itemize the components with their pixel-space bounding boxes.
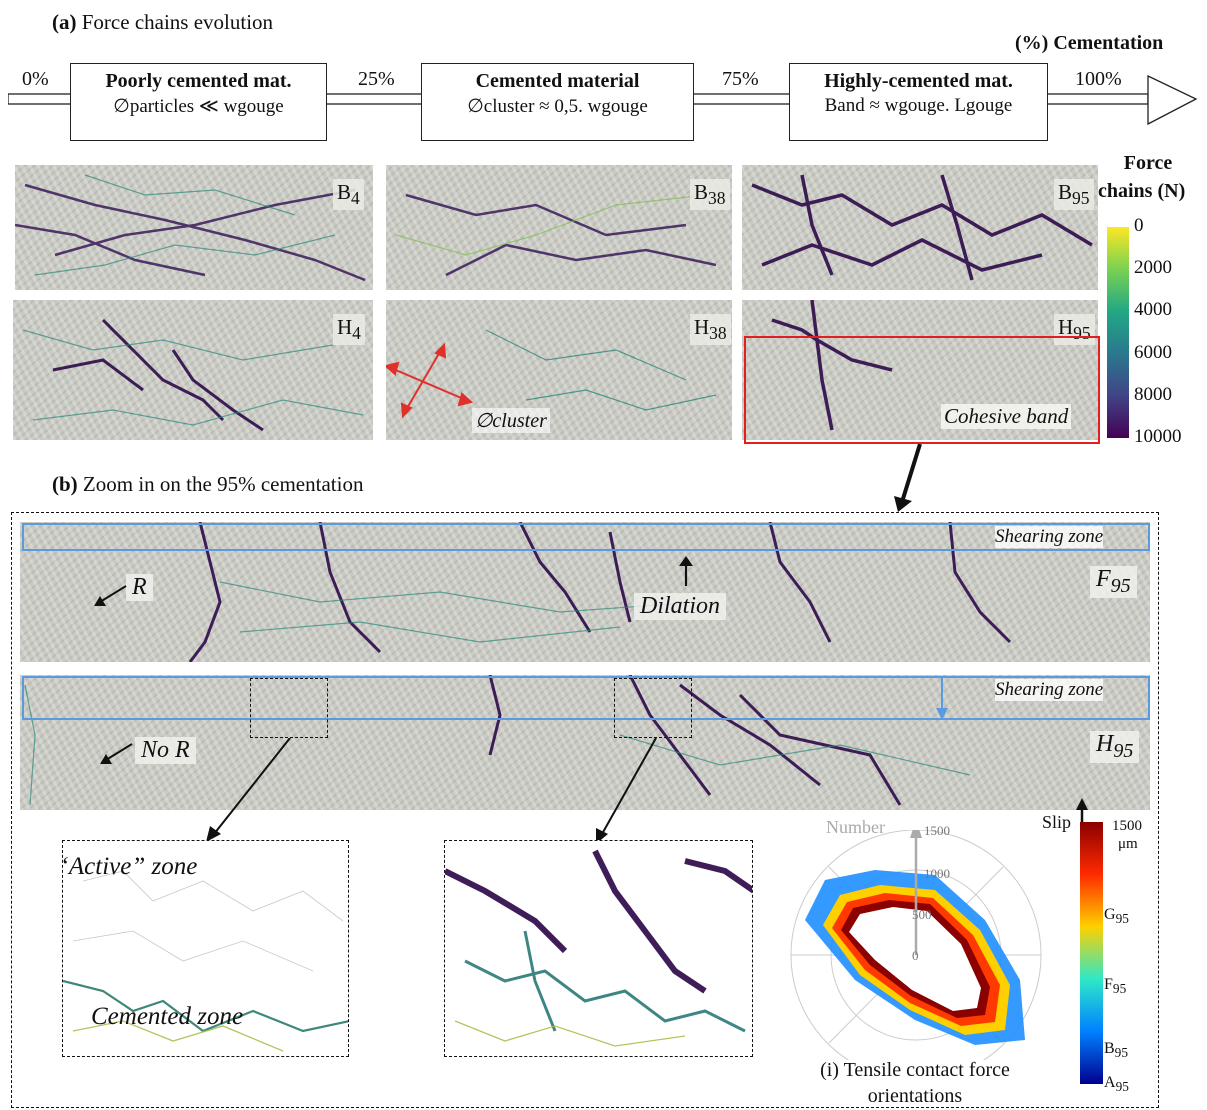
polar-ring-500: 500 (912, 907, 932, 922)
panel-label: B38 (690, 179, 730, 211)
panel-label: B4 (333, 179, 364, 211)
section-b-letter: (b) (52, 472, 78, 496)
section-a-letter: (a) (52, 10, 77, 34)
zoom-force-chains (444, 840, 753, 1057)
shearing-zone-label: Shearing zone (995, 526, 1104, 548)
stage-highly-cemented: Highly-cemented mat. Band ≈ wgouge. Lgou… (789, 63, 1048, 141)
panel-b38: B38 (386, 165, 732, 290)
section-b-title: (b) Zoom in on the 95% cementation (52, 472, 363, 497)
force-colorbar-title-2: chains (N) (1098, 180, 1186, 202)
force-colorbar-title: Force (1123, 152, 1173, 174)
pct-25: 25% (358, 68, 395, 90)
r-annotation: R (126, 574, 153, 601)
panel-label: H4 (333, 314, 365, 346)
section-a-title: (a) Force chains evolution (52, 10, 273, 35)
panel-label: H38 (690, 314, 731, 346)
panel-h38: H38 ∅cluster (386, 300, 732, 440)
pct-0: 0% (22, 68, 49, 90)
panel-h4: H4 (13, 300, 373, 440)
stage-title: Cemented material (475, 70, 640, 92)
slip-max-label: 1500 (1112, 818, 1142, 834)
dilation-annotation: Dilation (634, 593, 727, 620)
polar-ring-1000: 1000 (924, 866, 950, 881)
stage-poorly-cemented: Poorly cemented mat. ∅particles ≪ wgouge (70, 63, 327, 141)
force-colorbar-tick: 0 (1134, 215, 1144, 236)
panel-b95: B95 (742, 165, 1098, 290)
force-colorbar-tick: 4000 (1134, 299, 1172, 321)
force-colorbar (1107, 227, 1129, 438)
section-a-text: Force chains evolution (81, 10, 274, 34)
force-colorbar-tick: 8000 (1134, 383, 1172, 405)
shearing-zone-box (22, 676, 1150, 720)
no-r-annotation: No R (135, 737, 196, 764)
no-r-pointer-arrow (100, 743, 133, 764)
polar-axis-label: Number (826, 817, 885, 837)
zoom-connector-arrows (206, 738, 657, 844)
zoom-source-box-right (614, 678, 692, 738)
zoom-source-box-left (250, 678, 328, 738)
force-colorbar-tick: 6000 (1134, 341, 1172, 363)
slip-colorbar (1080, 822, 1103, 1084)
dilation-arrow (679, 556, 693, 586)
pct-100: 100% (1075, 68, 1122, 90)
slip-bar-title: Slip (1042, 812, 1072, 832)
section-b-frame (11, 512, 1159, 1108)
slip-unit-label: μm (1118, 836, 1138, 852)
pct-75: 75% (722, 68, 759, 90)
panel-label: H95 (1054, 314, 1095, 346)
slip-mark-b95: B95 (1104, 1040, 1128, 1061)
zoom-pointer-arrow (894, 444, 922, 512)
polar-ring-1500: 1500 (924, 823, 950, 838)
slip-mark-a95: A95 (1104, 1074, 1129, 1095)
panel-label: F95 (1090, 566, 1137, 598)
stage-formula: Band ≈ wgouge. Lgouge (824, 95, 1013, 116)
stage-formula: ∅cluster ≈ 0,5. wgouge (467, 96, 648, 117)
cohesive-band-highlight (744, 336, 1100, 444)
stage-formula: ∅particles ≪ wgouge (113, 96, 284, 117)
panel-label: B95 (1054, 179, 1094, 211)
shearing-zone-box (22, 523, 1150, 551)
shearing-zone-label: Shearing zone (995, 679, 1104, 701)
cemented-zone-label: Cemented zone (91, 1003, 244, 1030)
force-colorbar-tick: 10000 (1134, 426, 1182, 447)
polar-plot (790, 830, 1042, 1060)
cementation-axis-label: (%) Cementation (1015, 32, 1164, 54)
zoom-panel-h95: H95 No R (20, 675, 1150, 810)
section-b-text: Zoom in on the 95% cementation (82, 472, 364, 496)
r-pointer-arrow (94, 585, 127, 606)
slip-mark-f95: F95 (1104, 976, 1127, 997)
stage-title: Highly-cemented mat. (824, 70, 1013, 92)
polar-ring-0: 0 (912, 948, 919, 963)
panel-label: H95 (1090, 731, 1140, 763)
active-zone-label: “Active” zone (62, 853, 198, 880)
stage-title: Poorly cemented mat. (105, 70, 292, 92)
slip-mark-g95: G95 (1104, 906, 1129, 927)
zoom-active-zone: “Active” zone Cemented zone (62, 840, 349, 1057)
cohesive-band-label: Cohesive band (941, 404, 1072, 429)
panel-b4: B4 (15, 165, 373, 290)
stage-cemented: Cemented material ∅cluster ≈ 0,5. wgouge (421, 63, 694, 141)
cluster-diameter-label: ∅cluster (472, 408, 550, 433)
polar-caption: (i) Tensile contact force orientations (820, 1059, 1010, 1107)
zoom-panel-f95: F95 R Dilation (20, 522, 1150, 662)
force-colorbar-tick: 2000 (1134, 257, 1172, 279)
shear-direction-arrow (936, 678, 948, 720)
